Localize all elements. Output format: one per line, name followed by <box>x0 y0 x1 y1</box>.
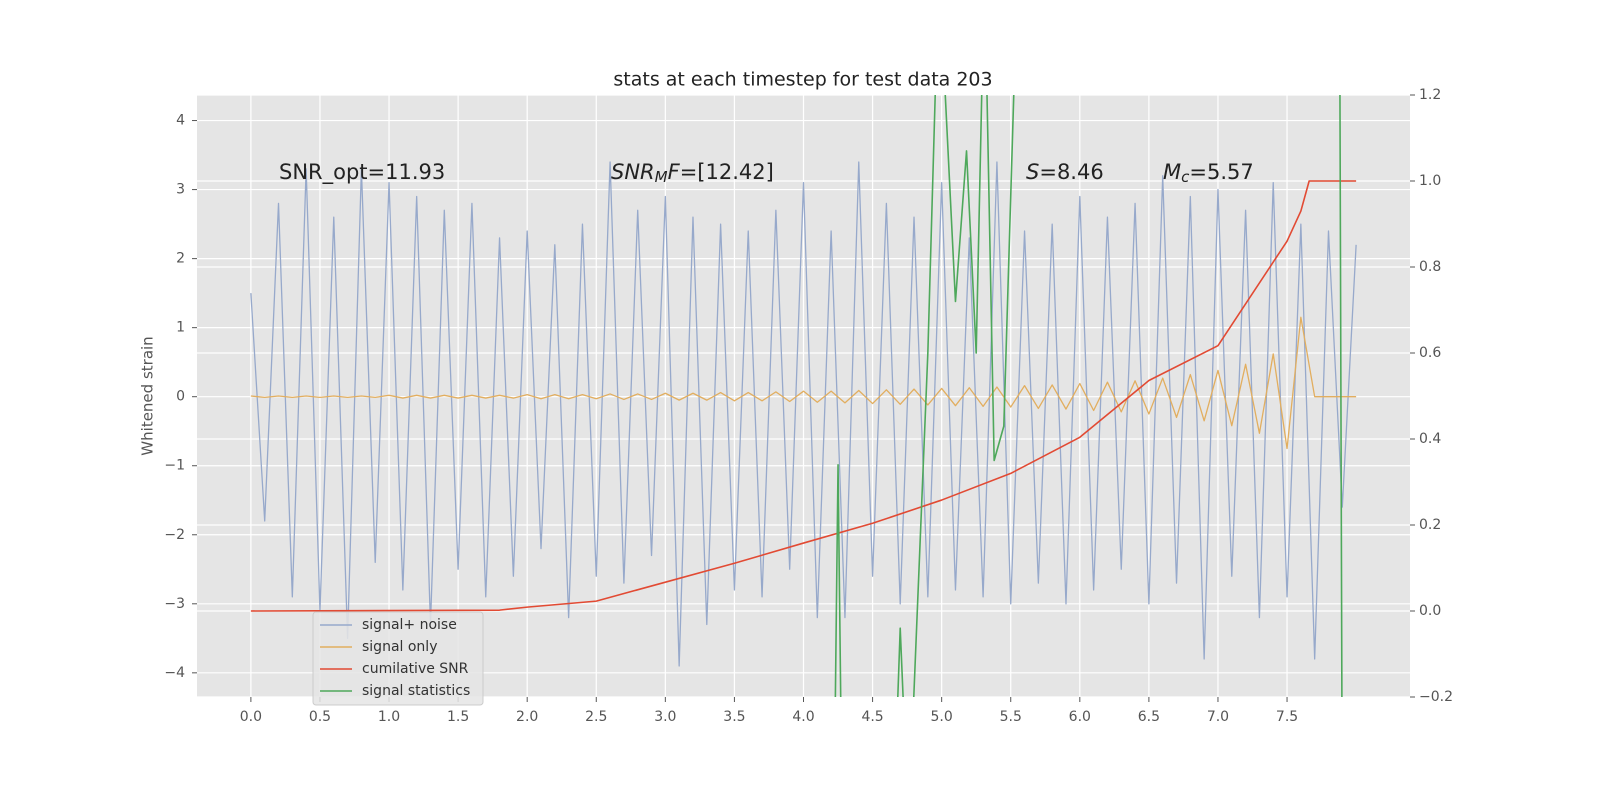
legend: signal+ noise signal only cumilative SNR si… <box>312 611 484 706</box>
y2-tick-label: 0.2 <box>1419 517 1441 533</box>
x-tick-label: 5.0 <box>931 709 953 725</box>
x-tick-label: 6.0 <box>1069 709 1091 725</box>
y2-tick-label: 0.8 <box>1419 259 1441 275</box>
x-tick-label: 3.5 <box>723 709 745 725</box>
annotation: SNR_opt=11.93 <box>279 160 445 185</box>
y-tick-label: 1 <box>176 320 185 336</box>
chart-title: stats at each timestep for test data 203 <box>613 69 992 91</box>
axes: 0.0 0.5 1.0 1.5 2.0 2.5 3.0 3.5 4.0 4.5 5.0 5.5 6.0 6… <box>164 87 1453 725</box>
annotation-part: =8.46 <box>1039 160 1103 184</box>
series-line <box>250 316 1357 450</box>
x-tick-label: 4.0 <box>792 709 814 725</box>
series-line <box>250 161 1357 667</box>
y-tick-label: −3 <box>164 596 185 612</box>
x-tick-label: 7.5 <box>1276 709 1298 725</box>
x-tick-label: 3.0 <box>654 709 676 725</box>
y2-tick-label: −0.2 <box>1419 689 1453 705</box>
annotation-part: SNR_opt=11.93 <box>279 160 445 185</box>
annotation-part: M <box>655 168 668 186</box>
x-tick-label: 6.5 <box>1138 709 1160 725</box>
y2-tick-label: 0.0 <box>1419 603 1441 619</box>
x-tick-label: 0.5 <box>309 709 331 725</box>
x-tick-label: 2.0 <box>516 709 538 725</box>
x-tick-label: 5.5 <box>1000 709 1022 725</box>
y-tick-label: 3 <box>176 182 185 198</box>
y-tick-label: 2 <box>176 251 185 267</box>
legend-label: signal only <box>362 639 437 655</box>
lines <box>250 95 1357 697</box>
legend-label: signal statistics <box>362 683 470 699</box>
y2-tick-label: 1.0 <box>1419 173 1441 189</box>
legend-label: cumilative SNR <box>362 661 469 677</box>
x-tick-label: 1.5 <box>447 709 469 725</box>
y-axis-label: Whitened strain <box>139 336 157 455</box>
annotation: S=8.46 <box>1026 160 1104 184</box>
annotation-part: =[12.42] <box>680 160 774 184</box>
annotation-part: S <box>1026 160 1039 184</box>
series-line <box>834 95 1343 697</box>
y2-tick-label: 0.6 <box>1419 345 1441 361</box>
y2-tick-label: 1.2 <box>1419 87 1441 103</box>
x-tick-label: 7.0 <box>1207 709 1229 725</box>
x-tick-label: 2.5 <box>585 709 607 725</box>
series-line <box>250 180 1357 612</box>
y-tick-label: −2 <box>164 527 185 543</box>
annotation-part: F <box>668 160 681 184</box>
annotation-part: c <box>1181 168 1190 186</box>
x-tick-label: 1.0 <box>378 709 400 725</box>
y-tick-label: −1 <box>164 458 185 474</box>
annotation: Mc=5.57 <box>1163 160 1254 186</box>
annotation-part: =5.57 <box>1189 160 1253 184</box>
annotation: SNRMF=[12.42] <box>611 160 774 186</box>
y-tick-label: −4 <box>164 665 185 681</box>
x-tick-label: 0.0 <box>240 709 262 725</box>
legend-label: signal+ noise <box>362 617 457 633</box>
y2-tick-label: 0.4 <box>1419 431 1441 447</box>
legend-box <box>312 611 484 706</box>
annotation-part: M <box>1163 160 1181 184</box>
x-tick-label: 4.5 <box>861 709 883 725</box>
annotation-part: SNR <box>611 160 655 184</box>
y-tick-label: 0 <box>176 389 185 405</box>
y-tick-label: 4 <box>176 113 185 129</box>
